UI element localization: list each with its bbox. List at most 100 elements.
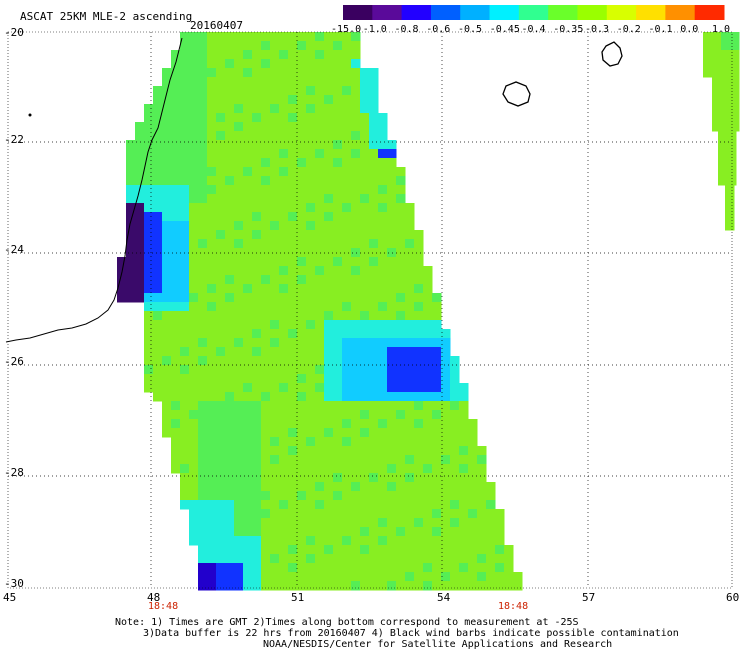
wind-cell <box>360 464 370 474</box>
wind-cell <box>315 32 325 42</box>
wind-cell <box>450 410 460 420</box>
wind-cell <box>288 446 298 456</box>
wind-cell <box>306 329 316 339</box>
wind-cell <box>423 329 433 339</box>
wind-cell <box>378 374 388 384</box>
wind-cell <box>171 95 181 105</box>
wind-cell <box>288 419 298 429</box>
wind-cell <box>306 68 316 78</box>
wind-cell <box>225 437 235 447</box>
wind-cell <box>297 320 307 330</box>
wind-cell <box>721 86 731 96</box>
wind-cell <box>360 446 370 456</box>
wind-cell <box>180 59 190 69</box>
wind-cell <box>333 428 343 438</box>
wind-cell <box>279 374 289 384</box>
wind-cell <box>252 185 262 195</box>
wind-cell <box>198 41 208 51</box>
wind-cell <box>225 32 235 42</box>
wind-cell <box>333 392 343 402</box>
wind-cell <box>180 32 190 42</box>
wind-cell <box>369 230 379 240</box>
wind-cell <box>198 473 208 483</box>
wind-cell <box>486 581 496 591</box>
wind-cell <box>387 401 397 411</box>
wind-cell <box>486 482 496 492</box>
wind-cell <box>459 482 469 492</box>
wind-cell <box>351 77 361 87</box>
wind-cell <box>369 473 379 483</box>
wind-cell <box>360 383 370 393</box>
wind-cell <box>718 176 728 186</box>
wind-cell <box>189 518 199 528</box>
wind-cell <box>189 464 199 474</box>
wind-cell <box>441 338 451 348</box>
wind-cell <box>360 500 370 510</box>
wind-cell <box>414 482 424 492</box>
wind-cell <box>432 554 442 564</box>
wind-cell <box>189 500 199 510</box>
wind-cell <box>306 86 316 96</box>
wind-cell <box>414 446 424 456</box>
wind-cell <box>468 419 478 429</box>
lat-label: -26 <box>4 355 24 368</box>
wind-cell <box>405 527 415 537</box>
wind-cell <box>477 509 487 519</box>
wind-cell <box>504 563 514 573</box>
wind-cell <box>315 284 325 294</box>
wind-cell <box>297 149 307 159</box>
wind-cell <box>459 527 469 537</box>
wind-cell <box>378 428 388 438</box>
wind-cell <box>396 257 406 267</box>
wind-cell <box>378 338 388 348</box>
wind-cell <box>225 536 235 546</box>
wind-cell <box>387 428 397 438</box>
wind-cell <box>288 59 298 69</box>
wind-cell <box>243 554 253 564</box>
wind-cell <box>162 347 172 357</box>
wind-cell <box>270 455 280 465</box>
wind-cell <box>279 500 289 510</box>
wind-cell <box>297 356 307 366</box>
wind-cell <box>342 167 352 177</box>
wind-cell <box>189 257 199 267</box>
wind-cell <box>153 392 163 402</box>
wind-cell <box>135 284 145 294</box>
wind-cell <box>297 500 307 510</box>
wind-cell <box>504 554 514 564</box>
wind-cell <box>261 437 271 447</box>
wind-cell <box>414 248 424 258</box>
wind-cell <box>252 491 262 501</box>
wind-cell <box>342 572 352 582</box>
wind-cell <box>351 176 361 186</box>
wind-cell <box>297 41 307 51</box>
wind-cell <box>297 572 307 582</box>
wind-cell <box>315 419 325 429</box>
wind-cell <box>459 572 469 582</box>
wind-cell <box>360 527 370 537</box>
wind-cell <box>243 491 253 501</box>
wind-cell <box>414 329 424 339</box>
wind-cell <box>486 572 496 582</box>
wind-cell <box>324 104 334 114</box>
wind-cell <box>396 194 406 204</box>
wind-cell <box>234 293 244 303</box>
wind-cell <box>279 41 289 51</box>
wind-cell <box>135 212 145 222</box>
wind-cell <box>351 248 361 258</box>
wind-cell <box>405 302 415 312</box>
wind-cell <box>243 221 253 231</box>
wind-cell <box>144 221 154 231</box>
wind-cell <box>270 428 280 438</box>
wind-cell <box>126 158 136 168</box>
wind-cell <box>279 230 289 240</box>
wind-cell <box>207 320 217 330</box>
wind-cell <box>261 131 271 141</box>
wind-cell <box>432 527 442 537</box>
wind-cell <box>288 428 298 438</box>
wind-cell <box>324 518 334 528</box>
wind-cell <box>369 509 379 519</box>
wind-cell <box>360 473 370 483</box>
wind-cell <box>216 293 226 303</box>
wind-cell <box>351 149 361 159</box>
